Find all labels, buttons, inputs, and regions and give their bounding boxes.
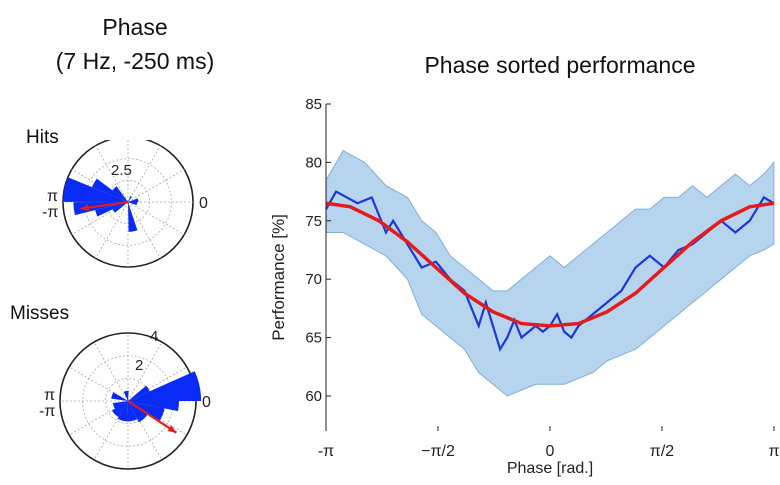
polar-bar <box>112 401 128 409</box>
polar-grid-spoke <box>127 366 188 402</box>
polar-bar <box>128 202 138 232</box>
y-tick-label: 60 <box>305 388 322 405</box>
angle-label-zero: 0 <box>199 195 208 212</box>
polar-bar <box>112 186 128 202</box>
polar-grid-spoke <box>127 145 161 203</box>
angle-label-pi: π <box>44 387 55 404</box>
radial-tick-label: 2 <box>135 357 143 374</box>
polar-bar <box>128 401 179 412</box>
polar-bar <box>128 385 150 401</box>
hits-polar-plot: 2.5 5 0 π-π <box>42 140 208 268</box>
polar-grid-circle <box>84 158 172 246</box>
polar-bar <box>111 401 128 418</box>
polar-bar <box>112 202 128 213</box>
phase-title: Phase <box>102 14 168 40</box>
polar-bar <box>95 202 128 217</box>
polar-grid-spoke <box>127 400 163 461</box>
polar-bar <box>128 371 202 401</box>
y-axis-label: Performance [%] <box>269 214 288 341</box>
mean-vector-arrowhead <box>167 425 177 433</box>
radial-tick-label: 2.5 <box>111 162 132 179</box>
polar-bar <box>128 195 133 202</box>
fitted-curve-line <box>325 201 775 328</box>
y-tick-label: 80 <box>305 154 322 171</box>
polar-bar <box>117 401 128 422</box>
polar-grid-spoke <box>71 201 129 235</box>
polar-grid-spoke <box>93 400 129 461</box>
polar-bar <box>91 178 128 202</box>
polar-grid-spoke <box>127 201 185 235</box>
polar-bar <box>127 401 138 422</box>
x-tick-label: -π <box>318 443 334 460</box>
angle-label-neg-pi: -π <box>42 204 58 221</box>
angle-label-pi: π <box>47 188 58 205</box>
radial-tick-label: 5 <box>136 140 144 144</box>
mean-vector-arrow <box>127 400 177 434</box>
y-tick-label: 70 <box>305 271 322 288</box>
polar-grid-spoke <box>127 201 161 259</box>
x-axis-label: Phase [rad.] <box>507 460 593 477</box>
polar-bar <box>128 202 138 206</box>
y-tick-label: 75 <box>305 213 322 230</box>
polar-grid-spoke <box>68 366 129 402</box>
angle-label-zero: 0 <box>202 394 211 411</box>
hits-label: Hits <box>26 127 59 148</box>
phase-sorted-performance-chart: 60 65 70 75 80 85 Performance [%] -π −π/2 0 π/2 π Ph… <box>269 96 780 477</box>
x-tick-label: π/2 <box>650 443 674 460</box>
x-tick-label: −π/2 <box>421 443 455 460</box>
polar-grid-spoke <box>127 341 163 402</box>
polar-bar <box>123 390 129 401</box>
polar-grid-spoke <box>127 169 185 203</box>
angle-label-neg-pi: -π <box>39 403 55 420</box>
misses-polar-plot: 24 0 π-π <box>39 328 211 470</box>
confidence-band <box>325 150 775 397</box>
y-tick-label: 65 <box>305 330 322 347</box>
polar-bar <box>128 198 139 202</box>
polar-grid-spoke <box>95 145 129 203</box>
polar-bar <box>63 177 128 202</box>
polar-grid-spoke <box>68 400 129 436</box>
polar-bar <box>128 401 149 423</box>
radial-tick-label: 4 <box>150 328 158 345</box>
polar-grid-spoke <box>93 341 129 402</box>
x-tick-label: π <box>768 443 779 460</box>
misses-label: Misses <box>10 303 70 324</box>
chart-title: Phase sorted performance <box>424 52 696 78</box>
y-tick-label: 85 <box>305 96 322 113</box>
polar-bar <box>111 392 128 401</box>
x-tick-label: 0 <box>546 443 555 460</box>
mean-vector-arrowhead <box>80 204 90 212</box>
polar-grid-spoke <box>95 201 129 259</box>
phase-subtitle: (7 Hz, -250 ms) <box>55 48 215 74</box>
